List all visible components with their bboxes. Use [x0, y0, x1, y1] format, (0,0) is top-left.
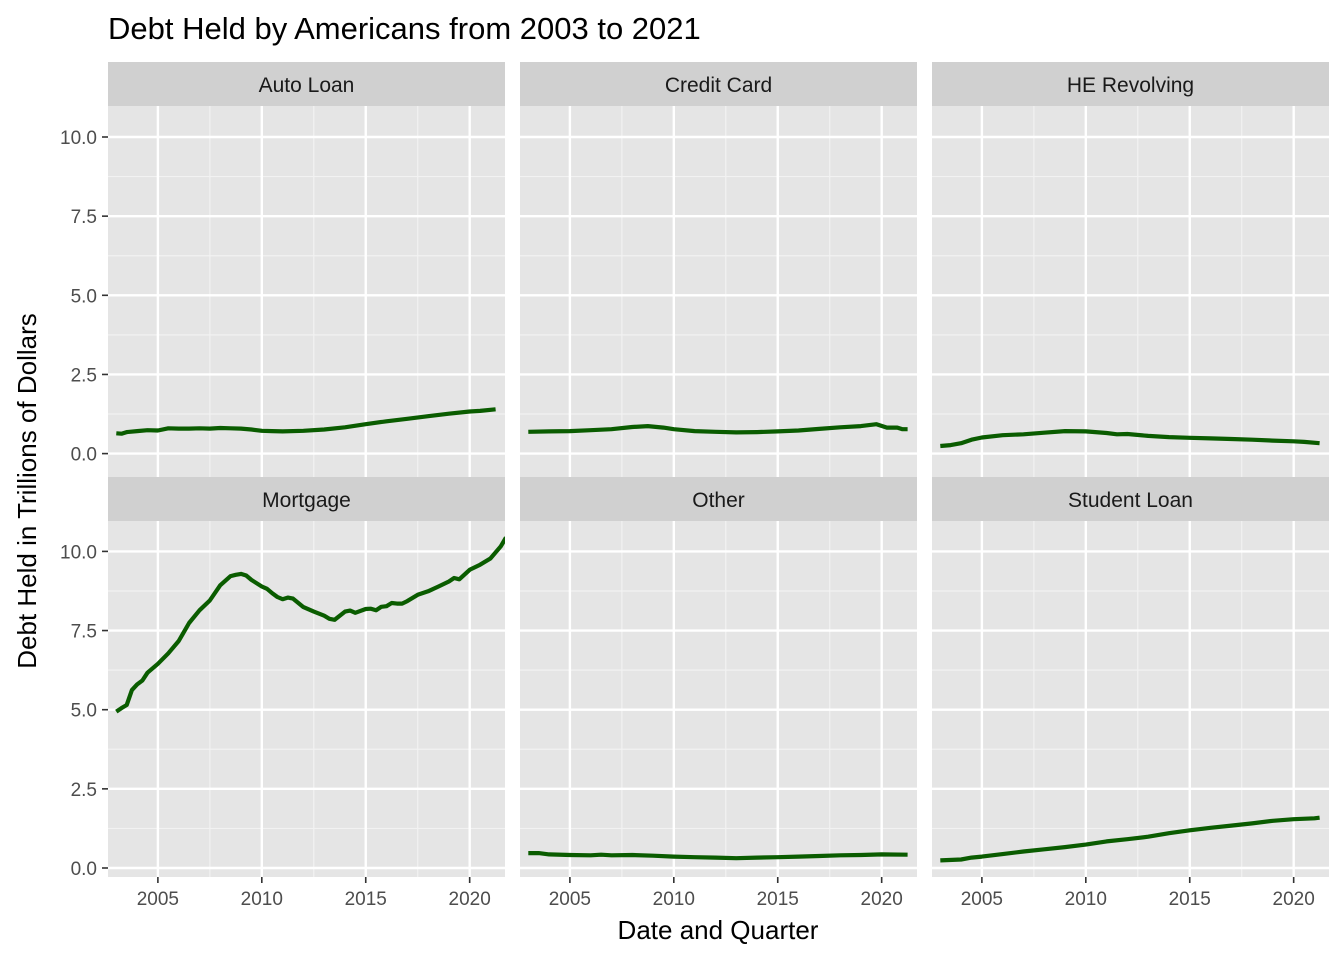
y-tick-label: 10.0	[60, 128, 97, 149]
x-axis-label: Date and Quarter	[618, 915, 819, 945]
x-tick-label: 2020	[1273, 889, 1315, 910]
facet-credit-card: Credit Card	[520, 62, 917, 479]
series-line-student-loan	[940, 815, 1320, 863]
facet-strip-label: Other	[692, 489, 745, 512]
panel-background	[108, 106, 505, 479]
x-tick-label: 2010	[653, 889, 695, 910]
y-tick-label: 0.0	[71, 859, 97, 880]
facet-student-loan: Student Loan 2005 2010 2015 2020	[932, 477, 1329, 910]
y-tick-label: 10.0	[60, 542, 97, 563]
x-tick-label: 2015	[757, 889, 799, 910]
facet-strip-label: Mortgage	[262, 489, 351, 512]
y-tick-label: 7.5	[71, 622, 97, 643]
facet-strip	[520, 62, 917, 106]
series-line-credit-card	[528, 422, 908, 435]
panel-background	[932, 106, 1329, 479]
series-line-other	[528, 851, 908, 861]
facet-strip	[520, 477, 917, 521]
x-tick-label: 2005	[961, 889, 1003, 910]
facet-strip	[932, 62, 1329, 106]
panel-background	[520, 106, 917, 479]
x-tick-label: 2005	[549, 889, 591, 910]
y-tick-label: 2.5	[71, 780, 97, 801]
facet-panels: Auto Loan 0.0 2.5 5.0 7.5 10.0 Credit Card HE R…	[60, 62, 1329, 910]
facet-he-revolving: HE Revolving	[932, 62, 1329, 479]
facet-auto-loan: Auto Loan 0.0 2.5 5.0 7.5 10.0	[60, 62, 505, 479]
y-tick-label: 2.5	[71, 365, 97, 386]
series-line-auto-loan	[116, 407, 496, 436]
y-axis-label: Debt Held in Trillions of Dollars	[12, 313, 42, 668]
y-tick-label: 7.5	[71, 207, 97, 228]
panel-background	[520, 521, 917, 877]
series-line-mortgage	[115, 536, 505, 714]
series-line-he-revolving	[940, 429, 1320, 449]
y-tick-label: 5.0	[71, 701, 97, 722]
facet-strip-label: Student Loan	[1068, 489, 1193, 512]
panel-background	[108, 521, 505, 877]
x-tick-label: 2015	[345, 889, 387, 910]
x-tick-label: 2015	[1169, 889, 1211, 910]
x-tick-label: 2020	[861, 889, 903, 910]
x-tick-label: 2020	[449, 889, 491, 910]
facet-strip	[108, 477, 505, 521]
facet-strip-label: Auto Loan	[259, 74, 355, 97]
y-tick-label: 0.0	[71, 445, 97, 466]
x-tick-label: 2005	[137, 889, 179, 910]
chart-title: Debt Held by Americans from 2003 to 2021	[108, 11, 701, 46]
x-tick-label: 2010	[241, 889, 283, 910]
y-tick-label: 5.0	[71, 286, 97, 307]
facet-strip	[108, 62, 505, 106]
x-tick-label: 2010	[1065, 889, 1107, 910]
facet-other: Other 2005 2010 2015 2020	[520, 477, 917, 910]
facet-strip	[932, 477, 1329, 521]
facet-strip-label: HE Revolving	[1067, 74, 1194, 97]
facet-strip-label: Credit Card	[665, 74, 772, 97]
facet-mortgage: Mortgage 0.0 2.5 5.0 7.5 10.0 2005 2010 2015 2020	[60, 477, 505, 910]
panel-background	[932, 521, 1329, 877]
